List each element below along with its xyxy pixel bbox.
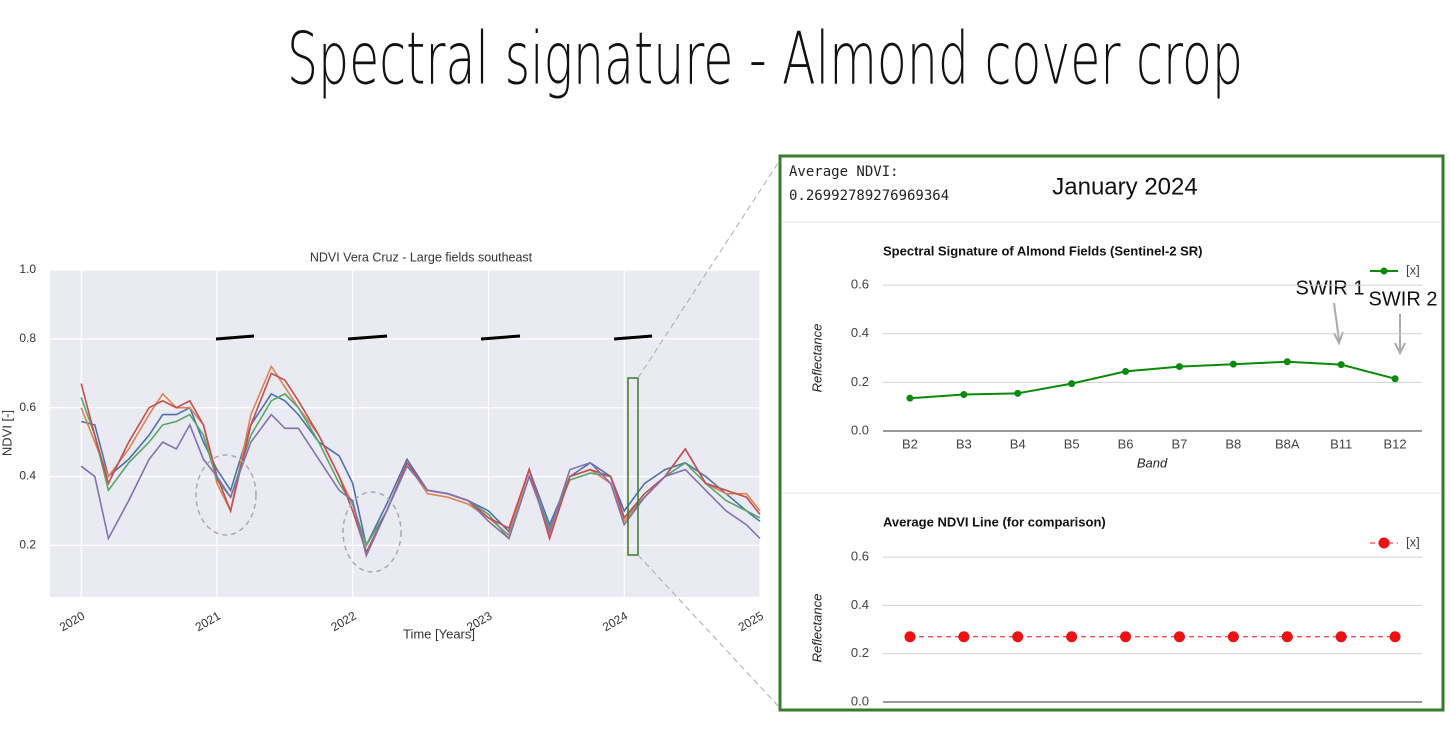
- y-tick-label: 0.6: [851, 277, 869, 292]
- data-point: [1337, 361, 1345, 369]
- panel-label: Average NDVI:: [789, 164, 899, 180]
- data-point: [1122, 367, 1130, 375]
- x-axis-label: Band: [1137, 455, 1168, 470]
- x-tick-label: B3: [956, 436, 972, 451]
- y-tick-label: 0.2: [851, 374, 869, 389]
- x-tick-label: B4: [1010, 436, 1026, 451]
- data-point: [904, 631, 916, 643]
- legend-marker: [1380, 267, 1388, 275]
- x-tick-label: 2020: [57, 609, 87, 635]
- data-point: [1014, 389, 1022, 397]
- x-tick-label: 2023: [464, 609, 494, 635]
- x-tick-label: B8A: [1275, 436, 1300, 451]
- highlight: [637, 554, 781, 709]
- y-tick-label: 0.4: [851, 325, 869, 340]
- data-point: [1391, 375, 1399, 383]
- data-point: [958, 631, 970, 643]
- y-tick-label: 0.8: [19, 331, 36, 345]
- data-point: [1281, 631, 1293, 643]
- highlight: [480, 334, 521, 341]
- data-point: [1012, 631, 1024, 643]
- highlight: [637, 159, 781, 379]
- data-point: [1283, 358, 1291, 366]
- y-tick-label: 0.2: [851, 645, 869, 660]
- y-axis-label: NDVI [-]: [0, 410, 14, 456]
- chart-title: Spectral Signature of Almond Fields (Sen…: [883, 243, 1203, 258]
- zoom-panel: [778, 154, 1445, 712]
- series-line: [909, 360, 1396, 400]
- y-tick-label: 0.6: [19, 400, 36, 414]
- data-point: [1389, 631, 1401, 643]
- highlight: [342, 491, 402, 573]
- highlight: [215, 334, 255, 341]
- x-tick-label: 2024: [600, 609, 630, 635]
- x-tick-label: 2021: [193, 609, 223, 635]
- x-tick-label: 2022: [328, 609, 358, 635]
- data-point: [1229, 360, 1237, 368]
- x-tick-label: B11: [1330, 436, 1352, 451]
- data-point: [1173, 631, 1185, 643]
- data-point: [906, 394, 914, 402]
- data-point: [1120, 631, 1132, 643]
- plot-background: [50, 270, 760, 597]
- slide-title: Spectral signature - Almond cover crop: [287, 17, 1243, 101]
- y-tick-label: 0.4: [851, 597, 869, 612]
- data-point: [1335, 631, 1347, 643]
- data-point: [1175, 363, 1183, 371]
- x-axis-label: Time [Years]: [403, 626, 475, 641]
- highlight: [613, 334, 653, 341]
- y-tick-label: 1.0: [19, 262, 36, 276]
- panel-month: January 2024: [1052, 173, 1197, 200]
- highlight: [195, 454, 257, 536]
- y-axis-label: Reflectance: [809, 594, 824, 663]
- y-tick-label: 0.2: [19, 538, 36, 552]
- data-point: [960, 391, 968, 399]
- legend-marker: [1378, 537, 1390, 549]
- highlight: [627, 377, 639, 556]
- legend-label: [x]: [1406, 262, 1420, 277]
- panel-value: 0.26992789276969364: [789, 188, 949, 204]
- data-point: [1066, 631, 1078, 643]
- data-point: [1068, 380, 1076, 388]
- chart-title: Average NDVI Line (for comparison): [883, 514, 1106, 529]
- x-tick-label: B6: [1118, 436, 1134, 451]
- y-tick-label: 0.4: [19, 469, 36, 483]
- y-tick-label: 0.0: [851, 693, 869, 708]
- annotation: SWIR 2: [1369, 288, 1438, 310]
- data-point: [1227, 631, 1239, 643]
- x-tick-label: B2: [902, 436, 918, 451]
- annotation: SWIR 1: [1296, 277, 1365, 299]
- x-tick-label: 2025: [736, 609, 766, 635]
- x-tick-label: B12: [1383, 436, 1406, 451]
- y-tick-label: 0.0: [851, 422, 869, 437]
- x-tick-label: B7: [1171, 436, 1187, 451]
- x-tick-label: B8: [1225, 436, 1241, 451]
- x-tick-label: B5: [1064, 436, 1080, 451]
- highlight: [347, 334, 388, 341]
- y-tick-label: 0.6: [851, 549, 869, 564]
- y-axis-label: Reflectance: [809, 324, 824, 393]
- chart-title: NDVI Vera Cruz - Large fields southeast: [310, 250, 533, 264]
- legend-label: [x]: [1406, 534, 1420, 549]
